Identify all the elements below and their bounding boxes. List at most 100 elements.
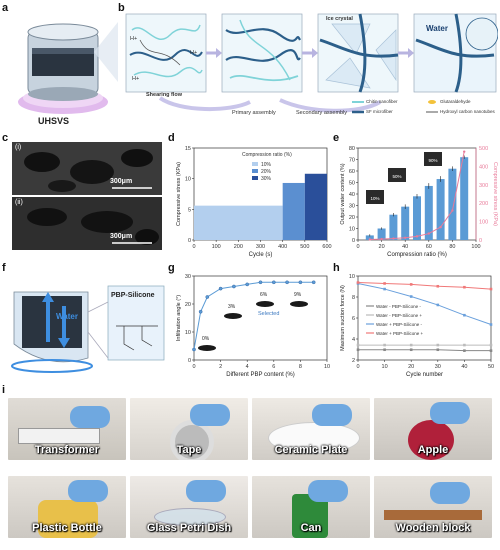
hplus-1: H+ <box>130 36 138 42</box>
panel-f-device: Water PBP-Silicone <box>8 272 166 378</box>
chart-d: 0 100 200 300 400 500 600 0 5 10 15 Cycle (s) Compre… <box>176 146 332 258</box>
g-point <box>272 280 276 285</box>
g-xtick-label: 6 <box>272 364 275 370</box>
g-ytick-label: 20 <box>185 302 191 308</box>
panel-label-e: e <box>333 132 340 144</box>
caption-plastic-bottle: Plastic Bottle <box>32 522 102 534</box>
caption-apple: Apple <box>417 444 449 456</box>
g-drop-photo <box>290 301 308 307</box>
e-y2tick-label: 300 <box>479 183 488 189</box>
d-ytick-label: 5 <box>188 207 191 213</box>
device-illustration <box>18 22 118 114</box>
e-stress-point <box>368 238 371 241</box>
e-y2tick-label: 100 <box>479 220 488 226</box>
h-ytick-label: 10 <box>349 274 355 280</box>
panel-label-d: d <box>168 132 175 144</box>
e-stress-point <box>404 236 407 239</box>
scalebar-label-2: 300μm <box>110 233 133 240</box>
e-inset-photo <box>366 190 384 204</box>
h-point <box>409 348 413 352</box>
d-legend-swatch <box>252 162 258 166</box>
d-ylabel: Compressive stress (KPa) <box>176 162 182 226</box>
h-point <box>489 287 493 291</box>
h-point <box>436 348 440 352</box>
e-ylabel: Output water content (%) <box>340 163 346 224</box>
e-stress-point <box>415 235 419 238</box>
g-ytick-label: 10 <box>185 330 191 336</box>
assembly-schematic <box>125 13 499 114</box>
d-xtick-label: 400 <box>278 244 287 250</box>
panel-a-device: UHSVS <box>8 12 118 130</box>
e-ytick-label: 0 <box>352 238 355 244</box>
photo-glass-petri-dish: Glass Petri Dish <box>130 476 248 538</box>
g-annotation: 0% <box>202 336 210 342</box>
h-xtick-label: 0 <box>356 364 359 370</box>
h-point <box>356 348 360 352</box>
hplus-2: H+ <box>190 50 198 56</box>
h-point <box>383 282 386 285</box>
g-point <box>198 309 203 314</box>
g-ylabel: Infiltration angle (°) <box>176 295 182 341</box>
h-ytick-label: 8 <box>352 295 355 301</box>
d-xtick-label: 100 <box>212 244 221 250</box>
e-bar <box>413 196 421 240</box>
e-y2tick-label: 500 <box>479 146 488 152</box>
legend-glutaraldehyde: Glutaraldehyde <box>440 99 471 104</box>
photo-plastic-bottle: Plastic Bottle <box>8 476 126 538</box>
h-point <box>409 343 413 347</box>
h-point <box>356 281 360 284</box>
e-bar <box>401 206 410 240</box>
e-inset-photo <box>424 152 442 166</box>
h-xlabel: Cycle number <box>406 372 443 378</box>
panel-c-sem: (i) (ii) 300μm 300μm <box>12 142 162 250</box>
e-xtick-label: 40 <box>402 244 408 250</box>
device-cross-section <box>11 285 165 373</box>
h-series-line <box>357 282 492 290</box>
d-ytick-label: 15 <box>185 146 191 152</box>
h-legend-label: Water - PBP-Silicone - <box>376 304 421 309</box>
g-point <box>232 284 236 289</box>
legend-chitin: Chitin nanofiber <box>366 99 398 104</box>
e-inset-photo <box>388 168 406 182</box>
g-point <box>205 295 210 299</box>
water-label: Water <box>426 24 448 33</box>
e-stress-point <box>463 150 466 153</box>
e-ytick-label: 40 <box>349 192 355 198</box>
g-xtick-label: 2 <box>219 364 222 370</box>
caption-transformer: Transformer <box>34 444 100 456</box>
photo-can: Can <box>252 476 370 538</box>
h-point <box>436 343 440 347</box>
g-point <box>285 280 289 285</box>
g-point <box>192 347 196 352</box>
sem-label-ii: (ii) <box>15 199 23 206</box>
g-ytick-label: 0 <box>188 358 191 364</box>
d-xtick-label: 300 <box>256 244 265 250</box>
chart-h: 0 10 20 30 40 50 2 4 6 8 10 Cycle number Maximum suc… <box>340 274 494 378</box>
e-bar <box>448 168 457 240</box>
h-ytick-label: 6 <box>352 316 355 322</box>
h-series-line <box>358 349 491 352</box>
e-inset-label: 10% <box>370 196 379 201</box>
d-ytick-label: 10 <box>185 177 191 183</box>
g-point <box>245 282 249 287</box>
g-point <box>311 280 316 285</box>
h-point <box>463 349 466 352</box>
h-point <box>489 349 493 352</box>
e-xtick-label: 0 <box>356 244 359 250</box>
photo-transformer: Transformer <box>8 398 126 460</box>
step-primary-assembly: Primary assembly <box>232 110 276 116</box>
h-point <box>463 313 466 317</box>
ice-crystal-label: Ice crystal <box>326 16 353 22</box>
h-point <box>489 343 493 347</box>
h-point <box>436 303 440 307</box>
g-xtick-label: 8 <box>299 364 302 370</box>
panel-label-g: g <box>168 262 175 274</box>
g-drop-photo <box>224 313 242 319</box>
h-point <box>409 283 413 286</box>
chart-e: 0 20 40 60 80 10001020304050607080Compression… <box>340 146 498 258</box>
h-ytick-label: 2 <box>352 358 355 364</box>
d-ytick-label: 0 <box>188 238 191 244</box>
d-bar-20% <box>282 182 305 240</box>
h-point <box>463 343 466 347</box>
e-bar <box>389 214 398 240</box>
